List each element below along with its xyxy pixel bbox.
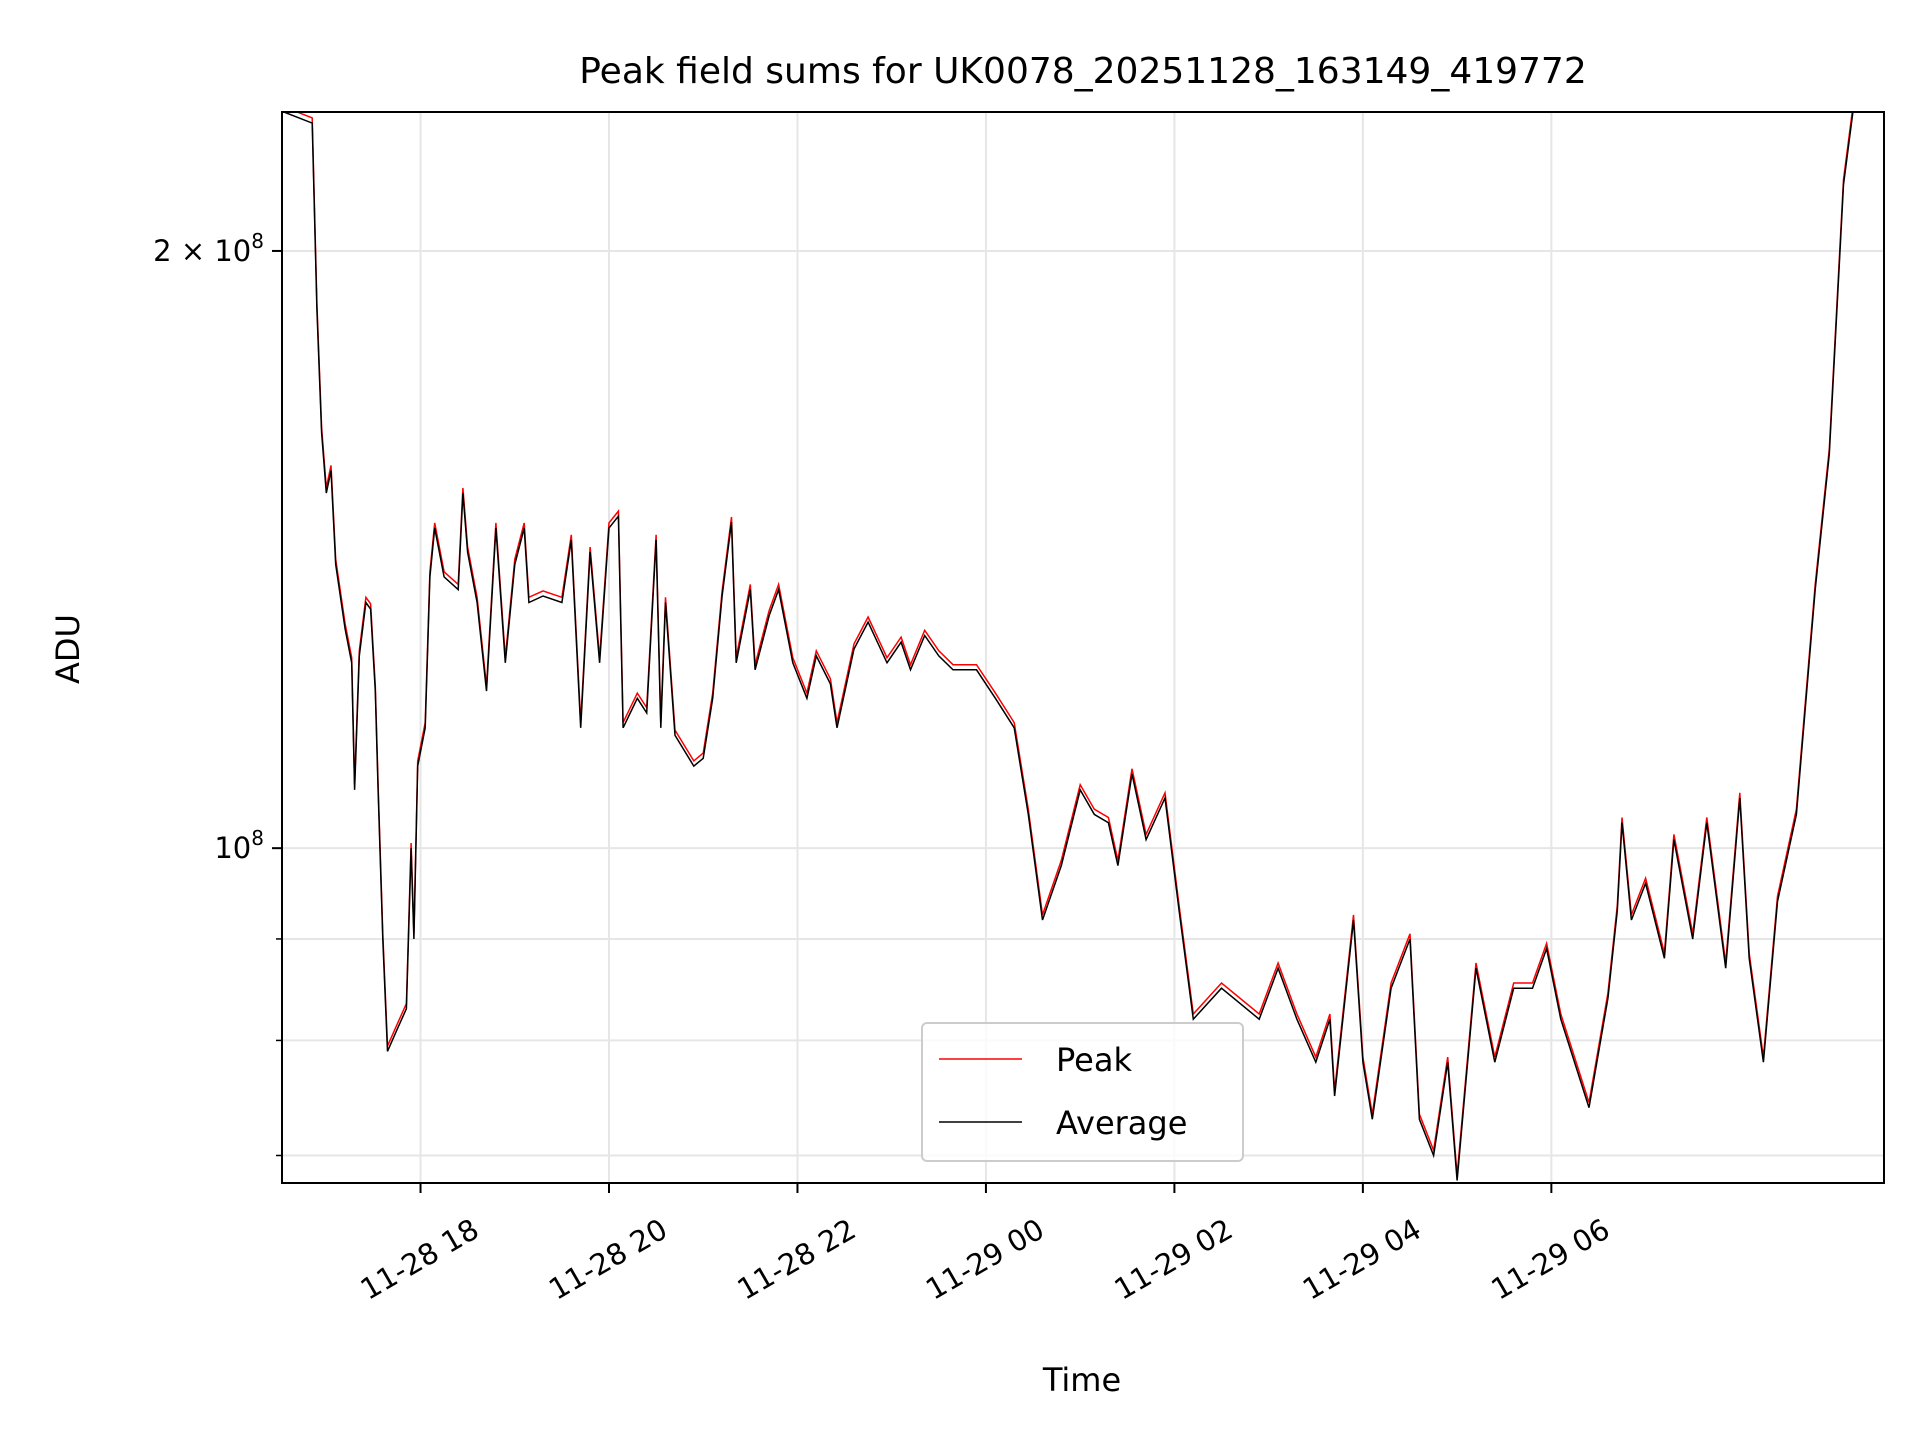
chart-title: Peak field sums for UK0078_20251128_1631… [579,51,1587,92]
grid [282,112,1884,1183]
x-tick-label: 11-28 18 [355,1212,485,1307]
x-axis-label: Time [1042,1361,1121,1399]
y-tick-label: 108 [214,826,264,865]
plot-frame [281,111,1885,1184]
x-tick-label: 11-28 20 [543,1212,673,1307]
x-axis: 11-28 18 11-28 20 11-28 22 11-29 00 11-29 02… [355,1183,1615,1307]
x-tick-label: 11-29 04 [1297,1212,1427,1307]
series-lines [283,112,1882,1181]
x-tick-label: 11-29 06 [1485,1212,1615,1307]
legend-average-label: Average [1056,1104,1187,1142]
legend-peak-label: Peak [1056,1041,1132,1079]
x-tick-label: 11-29 02 [1108,1212,1238,1307]
y-axis-label: ADU [49,614,87,684]
average-series-line [283,112,1882,1181]
y-tick-label: 2 × 108 [153,229,264,268]
peak-series-line [295,112,1853,1176]
legend: Peak Average [921,1022,1244,1162]
legend-box [921,1022,1244,1162]
x-tick-label: 11-28 22 [732,1212,862,1307]
y-axis: 2 × 108 108 [153,229,282,1157]
x-tick-label: 11-29 00 [920,1212,1050,1307]
